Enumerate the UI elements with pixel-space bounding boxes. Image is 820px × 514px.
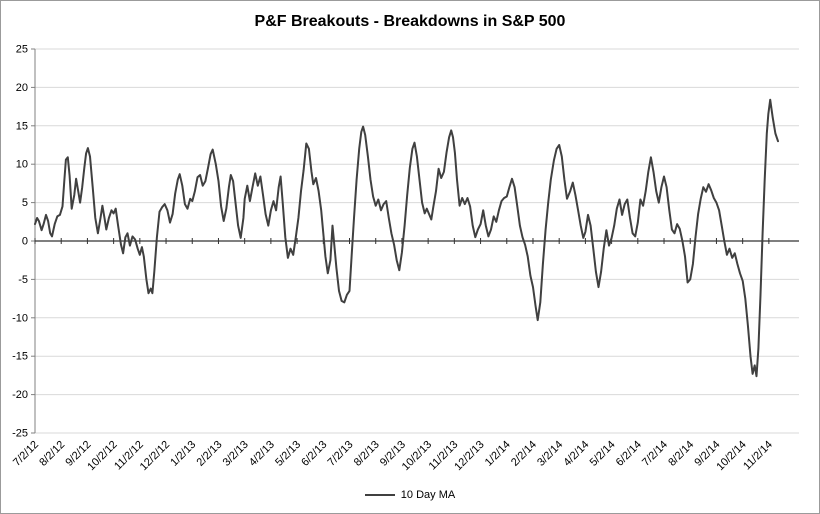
legend-line-sample: [364, 494, 395, 496]
x-tick-label: 8/2/14: [666, 439, 696, 469]
x-tick-label: 5/2/13: [273, 439, 303, 469]
x-tick-label: 3/2/13: [221, 439, 251, 469]
x-tick-label: 4/2/14: [561, 439, 591, 469]
y-tick-label: 25: [16, 44, 28, 56]
y-tick-label: -25: [12, 428, 28, 440]
x-tick-label: 10/2/14: [714, 439, 748, 473]
x-tick-label: 12/2/13: [452, 439, 486, 473]
x-tick-label: 12/2/12: [138, 439, 172, 473]
x-tick-label: 8/2/12: [37, 439, 67, 469]
x-tick-label: 1/2/14: [483, 439, 513, 469]
y-tick-label: -15: [12, 351, 28, 363]
x-tick-label: 6/2/14: [614, 439, 644, 469]
x-tick-label: 1/2/13: [168, 439, 198, 469]
x-tick-label: 10/2/13: [400, 439, 434, 473]
series-line-10-day-ma: [34, 98, 779, 378]
x-tick-label: 10/2/12: [85, 439, 119, 473]
x-tick-label: 11/2/14: [741, 439, 775, 473]
x-tick-label: 4/2/13: [247, 439, 277, 469]
y-tick-label: -5: [18, 274, 28, 286]
x-tick-label: 7/2/12: [11, 439, 41, 469]
y-tick-label: 0: [22, 236, 28, 248]
y-tick-label: 15: [16, 120, 28, 132]
legend-label: 10 Day MA: [400, 489, 456, 501]
y-tick-label: 10: [16, 159, 28, 171]
y-tick-label: 5: [22, 197, 28, 209]
x-tick-label: 3/2/14: [535, 439, 565, 469]
x-tick-label: 8/2/13: [352, 439, 382, 469]
y-tick-label: -10: [12, 312, 28, 324]
x-tick-label: 7/2/13: [326, 439, 356, 469]
y-tick-label: -20: [12, 389, 28, 401]
x-tick-label: 2/2/13: [194, 439, 224, 469]
legend: 10 Day MA: [1, 489, 819, 501]
chart-title: P&F Breakouts - Breakdowns in S&P 500: [254, 13, 566, 30]
x-tick-label: 5/2/14: [588, 439, 618, 469]
x-tick-label: 6/2/13: [299, 439, 329, 469]
x-tick-label: 7/2/14: [640, 439, 670, 469]
y-tick-label: 20: [16, 82, 28, 94]
x-tick-label: 2/2/14: [509, 439, 539, 469]
